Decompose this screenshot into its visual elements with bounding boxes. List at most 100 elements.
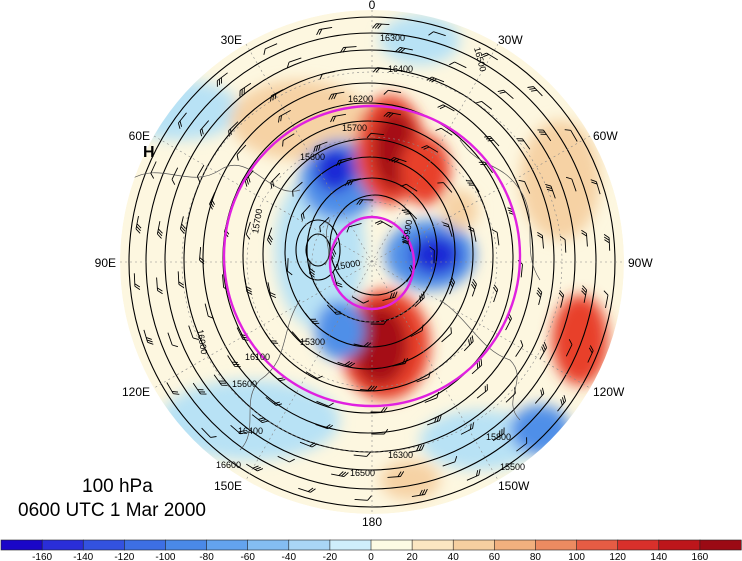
wind-barb xyxy=(565,339,573,357)
wind-barb xyxy=(581,285,588,303)
wind-barb xyxy=(441,327,452,343)
wind-barb xyxy=(587,345,594,363)
colorbar-tick-label: 100 xyxy=(568,552,585,561)
wind-barb xyxy=(437,104,455,112)
wind-barb xyxy=(313,141,328,153)
wind-barb xyxy=(478,161,493,174)
colorbar-tick-label: -60 xyxy=(240,552,255,561)
colorbar-swatch xyxy=(494,539,537,551)
wind-barb xyxy=(331,471,349,478)
contour-label-group: 16300 16500 16400 16200 15700 15600 1590… xyxy=(195,33,525,478)
wind-barb xyxy=(315,424,333,430)
wind-barb xyxy=(316,26,333,36)
colorbar-tick-label: 40 xyxy=(448,552,460,561)
wind-barb xyxy=(484,135,500,147)
colorbar-swatch xyxy=(206,539,249,551)
polar-map: 16300 16500 16400 16200 15700 15600 1590… xyxy=(95,0,654,529)
wind-barb xyxy=(304,312,320,324)
wind-barb xyxy=(265,396,283,406)
colorbar-swatch xyxy=(658,539,701,551)
wind-barb xyxy=(382,291,398,302)
wind-barb xyxy=(372,67,391,73)
wind-barb xyxy=(603,290,609,308)
wind-barb xyxy=(476,384,488,399)
wind-barb xyxy=(408,444,425,453)
wind-barb xyxy=(557,395,567,412)
colorbar-tick-label: 160 xyxy=(692,552,709,561)
wind-barb xyxy=(244,170,254,187)
wind-barb xyxy=(421,145,439,153)
contour-label: 15800 xyxy=(486,432,511,442)
wind-barb xyxy=(414,291,425,308)
wind-barb xyxy=(428,31,446,37)
wind-barb xyxy=(465,180,480,193)
wind-barb xyxy=(353,341,372,348)
colorbar-tick-label: 120 xyxy=(609,552,626,561)
lon-label-60w: 60W xyxy=(593,129,618,143)
wind-barb xyxy=(291,331,307,342)
contour-label: 16300 xyxy=(388,450,413,460)
wind-barb xyxy=(372,23,390,29)
wind-barb xyxy=(332,272,343,288)
wind-barb xyxy=(492,284,499,303)
wind-barb xyxy=(201,427,217,438)
wind-barb xyxy=(227,355,241,368)
lon-label-90e: 90E xyxy=(95,256,116,270)
wind-barb xyxy=(437,182,453,193)
colorbar-swatch xyxy=(535,539,578,551)
wind-barb xyxy=(230,424,247,435)
lon-label-180: 180 xyxy=(362,515,382,529)
contour-label: 15300 xyxy=(300,337,325,347)
wind-barb xyxy=(590,179,601,195)
wind-barb xyxy=(497,89,514,100)
wind-barb xyxy=(319,216,330,233)
colorbar-swatch xyxy=(370,539,413,551)
wind-barb xyxy=(199,120,210,137)
wind-barb xyxy=(319,71,336,80)
wind-barb xyxy=(516,138,531,150)
colorbar-tick-label: -160 xyxy=(32,552,52,561)
colorbar-swatch xyxy=(247,539,290,551)
wind-barb xyxy=(270,89,284,102)
wind-barb xyxy=(263,43,278,55)
wind-barb xyxy=(326,304,343,315)
wind-barb xyxy=(228,121,239,137)
wind-barb xyxy=(366,132,384,139)
wind-barb xyxy=(374,220,393,228)
wind-barb xyxy=(298,487,316,493)
wind-barb xyxy=(491,229,500,246)
wind-barb xyxy=(463,335,474,352)
contour-label: 15600 xyxy=(232,379,257,389)
wind-barb xyxy=(387,471,405,478)
wind-barb xyxy=(370,319,388,325)
lon-label-120e: 120E xyxy=(122,385,150,399)
contour-label: 16500 xyxy=(350,468,375,478)
wind-barb xyxy=(246,463,264,472)
wind-barb xyxy=(270,172,281,189)
wind-barb xyxy=(427,414,442,426)
wind-barb xyxy=(150,161,157,179)
wind-barb xyxy=(460,422,474,435)
wind-barb xyxy=(328,91,345,100)
wind-barb xyxy=(565,176,577,192)
wind-barb xyxy=(143,329,154,345)
wind-barb xyxy=(564,129,578,142)
wind-barb xyxy=(330,241,338,260)
colorbar-tick-label: -80 xyxy=(199,552,214,561)
colorbar-swatch xyxy=(576,539,619,551)
wind-barb xyxy=(559,235,567,253)
wind-barb xyxy=(292,181,303,197)
wind-barb xyxy=(558,290,565,308)
wind-barb xyxy=(360,385,378,392)
highlight-contours xyxy=(222,104,522,408)
contour-label: 15700 xyxy=(250,208,264,234)
lon-label-60e: 60E xyxy=(129,129,150,143)
wind-barb xyxy=(466,469,481,481)
wind-barb xyxy=(287,258,293,276)
colorbar-swatch xyxy=(411,539,454,551)
lon-label-90w: 90W xyxy=(628,256,653,270)
coastlines xyxy=(129,139,541,451)
colorbar-swatch xyxy=(288,539,331,551)
graticule xyxy=(120,10,624,514)
lon-label-30w: 30W xyxy=(498,33,523,47)
